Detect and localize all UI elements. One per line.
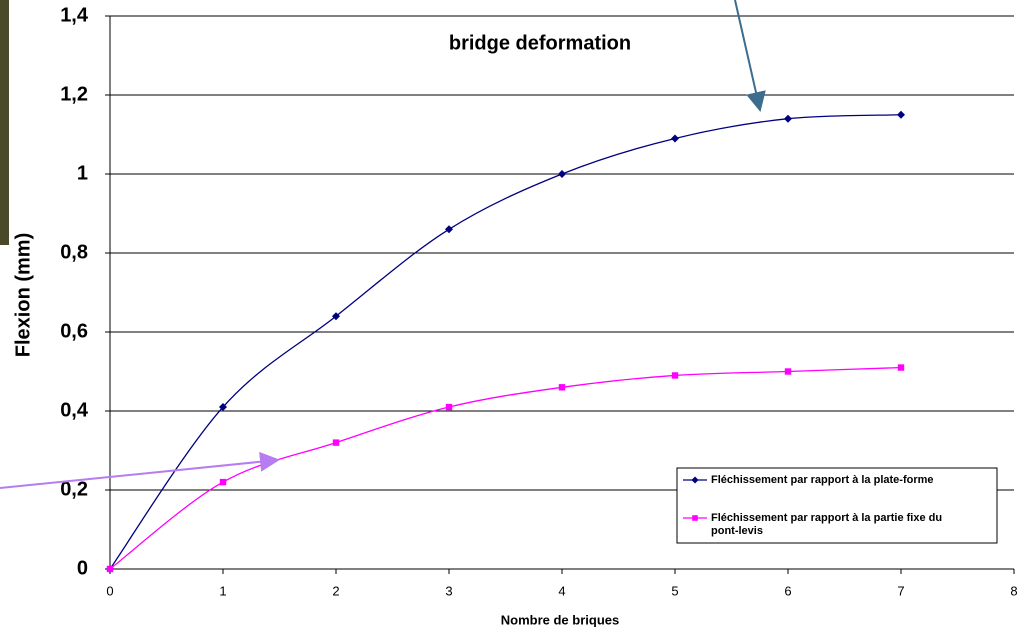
y-tick-label: 1,2 — [60, 83, 88, 105]
y-tick-label: 0,6 — [60, 320, 88, 342]
point — [107, 566, 113, 572]
point — [671, 134, 679, 142]
point — [785, 368, 791, 374]
x-tick-label: 4 — [558, 583, 565, 598]
x-tick-label: 6 — [784, 583, 791, 598]
annotation: bridge deformation — [449, 32, 631, 54]
point — [333, 439, 339, 445]
x-tick-label: 2 — [332, 583, 339, 598]
y-tick-label: 0 — [77, 557, 88, 579]
x-tick-label: 3 — [445, 583, 452, 598]
point — [897, 111, 905, 119]
photo-edge — [0, 0, 9, 245]
x-tick-label: 1 — [219, 583, 226, 598]
x-axis-title: Nombre de briques — [501, 612, 619, 627]
point — [220, 479, 226, 485]
arrow — [0, 460, 278, 488]
point — [692, 515, 698, 521]
y-tick-label: 1,4 — [60, 4, 89, 26]
x-tick-label: 0 — [106, 583, 113, 598]
point — [446, 404, 452, 410]
point — [445, 225, 453, 233]
page: {"chart_data": {"type": "line", "annotat… — [0, 0, 1017, 632]
x-tick-label: 5 — [671, 583, 678, 598]
x-tick-label: 7 — [897, 583, 904, 598]
y-tick-label: 0,4 — [60, 399, 89, 421]
chart: bridge deformation Nombre de briques Fle… — [0, 0, 1017, 632]
point — [558, 170, 566, 178]
y-tick-label: 1 — [77, 162, 88, 184]
y-tick-label: 0,8 — [60, 241, 88, 263]
legend-label: Fléchissement par rapport à la plate-for… — [711, 474, 934, 486]
legend: Fléchissement par rapport à la plate-for… — [677, 468, 997, 543]
point — [898, 364, 904, 370]
x-tick-label: 8 — [1010, 583, 1017, 598]
point — [559, 384, 565, 390]
point — [672, 372, 678, 378]
y-axis-title: Flexion (mm) — [12, 233, 34, 357]
point — [784, 115, 792, 123]
